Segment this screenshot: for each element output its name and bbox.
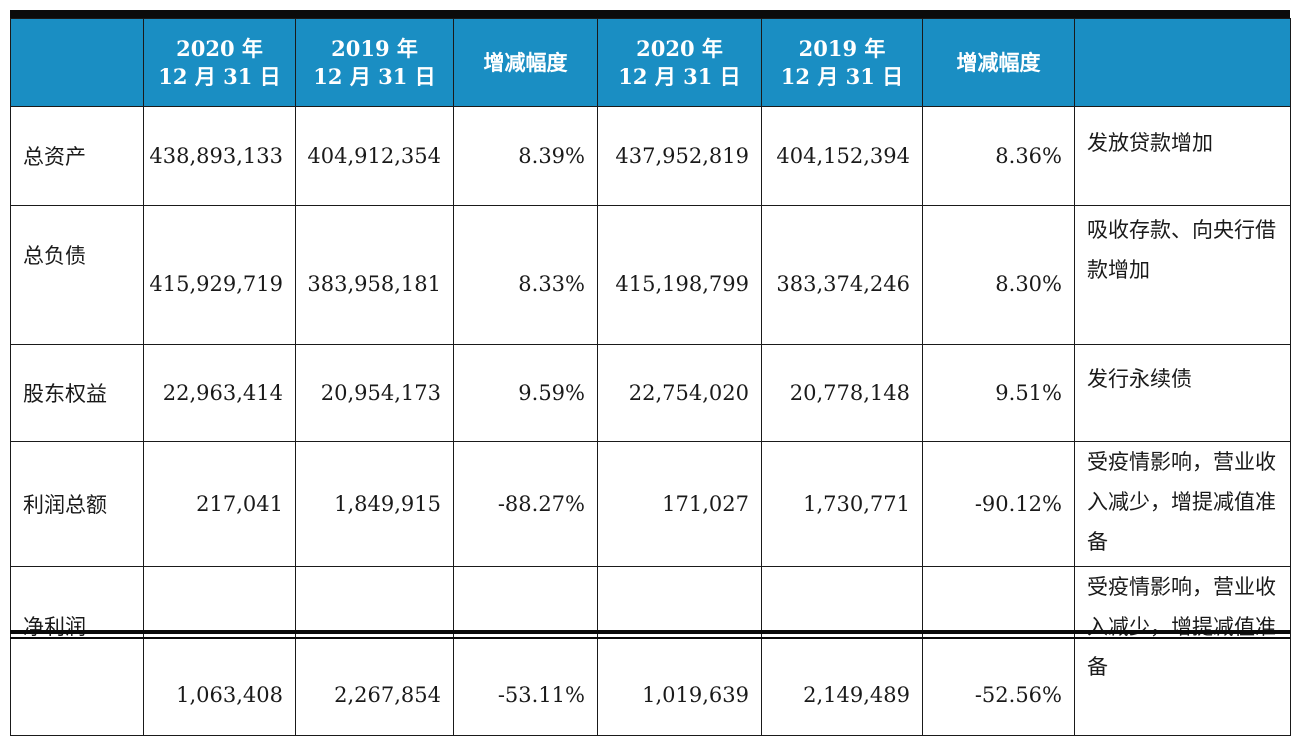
cell-value: 1,063,408: [143, 566, 296, 736]
row-note: 发行永续债: [1074, 344, 1291, 442]
cell-value: 404,152,394: [761, 106, 923, 206]
cell-value: 415,198,799: [597, 205, 762, 345]
cell-value: 1,019,639: [597, 566, 762, 736]
cell-value: 20,778,148: [761, 344, 923, 442]
cell-value: -53.11%: [453, 566, 598, 736]
row-label: 股东权益: [10, 344, 144, 442]
bottom-rule-thin: [10, 637, 1290, 639]
cell-value: 20,954,173: [295, 344, 454, 442]
top-rule: [10, 10, 1290, 18]
table-row: 股东权益 22,963,414 20,954,173 9.59% 22,754,…: [10, 344, 1291, 442]
cell-value: 383,958,181: [295, 205, 454, 345]
cell-value: 8.36%: [922, 106, 1075, 206]
row-label: 净利润: [10, 566, 144, 736]
cell-value: 8.30%: [922, 205, 1075, 345]
cell-value: -90.12%: [922, 441, 1075, 567]
table-row: 总负债 415,929,719 383,958,181 8.33% 415,19…: [10, 205, 1291, 345]
cell-value: -88.27%: [453, 441, 598, 567]
cell-value: 383,374,246: [761, 205, 923, 345]
header-date-2020-b: 2020 年 12 月 31 日: [597, 18, 762, 107]
financial-table: 2020 年 12 月 31 日 2019 年 12 月 31 日 增减幅度 202…: [10, 18, 1291, 736]
cell-value: 22,754,020: [597, 344, 762, 442]
header-change-a: 增减幅度: [453, 18, 598, 107]
row-label: 总资产: [10, 106, 144, 206]
table-row: 利润总额 217,041 1,849,915 -88.27% 171,027 1…: [10, 441, 1291, 567]
row-note: 发放贷款增加: [1074, 106, 1291, 206]
header-date-2019-b: 2019 年 12 月 31 日: [761, 18, 923, 107]
cell-value: 437,952,819: [597, 106, 762, 206]
row-note: 吸收存款、向央行借款增加: [1074, 205, 1291, 345]
cell-value: 8.39%: [453, 106, 598, 206]
cell-value: 171,027: [597, 441, 762, 567]
header-cell-note: [1074, 18, 1291, 107]
header-row: 2020 年 12 月 31 日 2019 年 12 月 31 日 增减幅度 202…: [10, 18, 1291, 107]
cell-value: 9.51%: [922, 344, 1075, 442]
cell-value: 22,963,414: [143, 344, 296, 442]
cell-value: 8.33%: [453, 205, 598, 345]
row-note: 受疫情影响，营业收入减少，增提减值准备: [1074, 441, 1291, 567]
row-label: 利润总额: [10, 441, 144, 567]
cell-value: 2,149,489: [761, 566, 923, 736]
cell-value: 217,041: [143, 441, 296, 567]
row-note: 受疫情影响，营业收入减少，增提减值准备: [1074, 566, 1291, 736]
table-row: 净利润 1,063,408 2,267,854 -53.11% 1,019,63…: [10, 566, 1291, 736]
table-row: 总资产 438,893,133 404,912,354 8.39% 437,95…: [10, 106, 1291, 206]
row-label: 总负债: [10, 205, 144, 345]
cell-value: 1,849,915: [295, 441, 454, 567]
cell-value: 1,730,771: [761, 441, 923, 567]
header-cell-empty: [10, 18, 144, 107]
header-date-2019-a: 2019 年 12 月 31 日: [295, 18, 454, 107]
bottom-rule-thick: [10, 630, 1290, 634]
cell-value: 9.59%: [453, 344, 598, 442]
cell-value: 438,893,133: [143, 106, 296, 206]
cell-value: 404,912,354: [295, 106, 454, 206]
cell-value: -52.56%: [922, 566, 1075, 736]
header-date-2020-a: 2020 年 12 月 31 日: [143, 18, 296, 107]
cell-value: 415,929,719: [143, 205, 296, 345]
header-change-b: 增减幅度: [922, 18, 1075, 107]
cell-value: 2,267,854: [295, 566, 454, 736]
